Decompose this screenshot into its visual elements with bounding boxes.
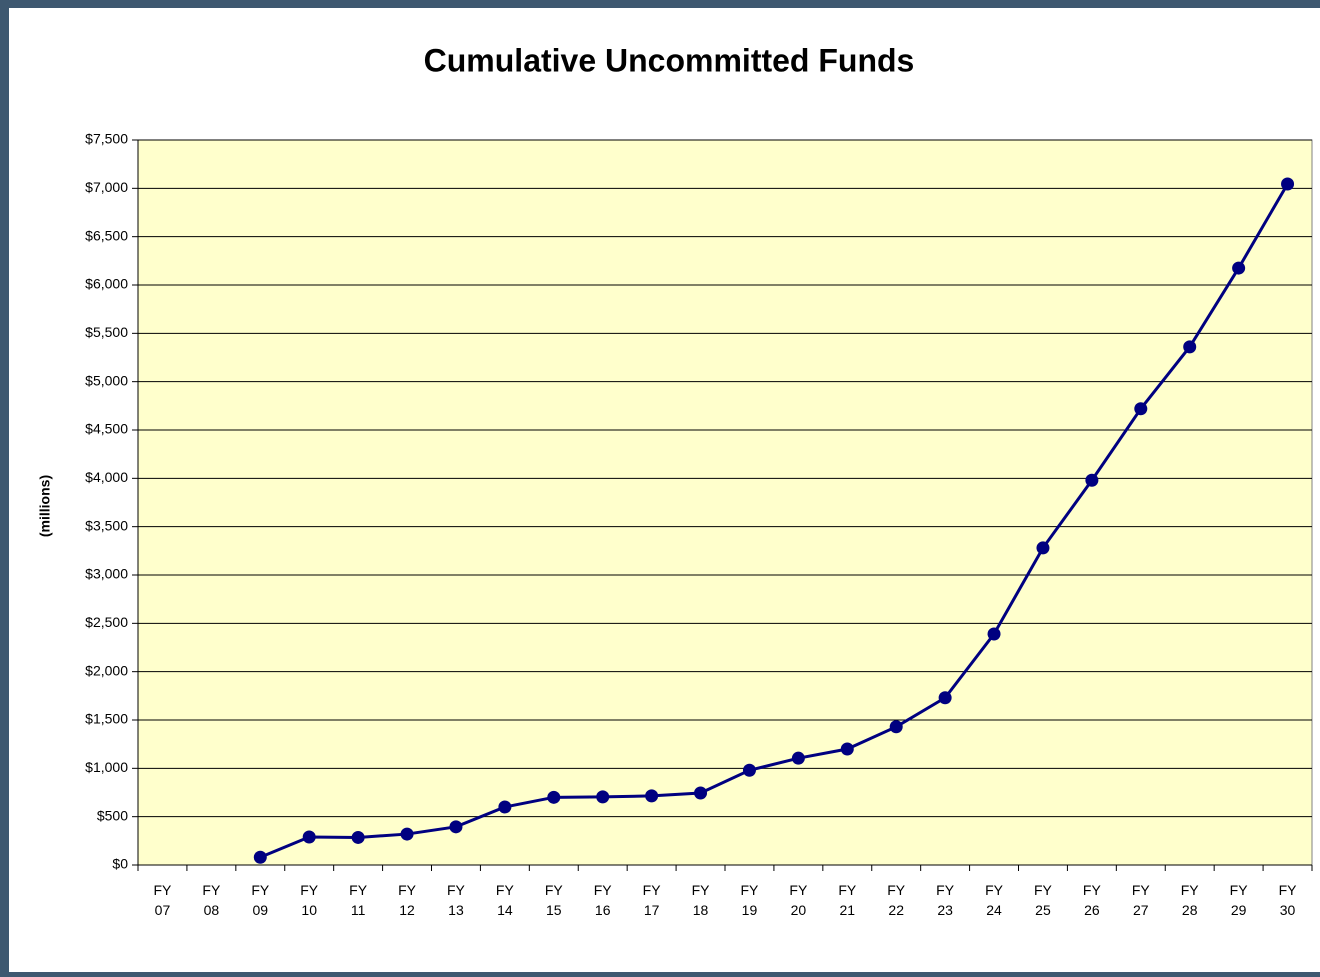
data-point: [1232, 261, 1246, 275]
x-tick-label: FY 27: [1132, 882, 1151, 918]
y-axis-label: (millions): [37, 475, 53, 537]
x-tick-label: FY 14: [496, 882, 515, 918]
data-point: [449, 820, 463, 834]
x-tick-label: FY 30: [1279, 882, 1298, 918]
chart-title: Cumulative Uncommitted Funds: [424, 42, 915, 78]
y-tick-label: $2,000: [85, 662, 128, 678]
data-point: [889, 720, 903, 734]
data-point: [498, 800, 512, 814]
data-point: [694, 786, 708, 800]
x-tick-label: FY 17: [643, 882, 662, 918]
y-tick-label: $3,500: [85, 517, 128, 533]
y-tick-label: $5,500: [85, 324, 128, 340]
x-tick-label: FY 07: [154, 882, 173, 918]
x-tick-label: FY 21: [838, 882, 857, 918]
y-tick-label: $1,000: [85, 759, 128, 775]
data-point: [596, 790, 610, 804]
y-tick-label: $2,500: [85, 614, 128, 630]
data-point: [791, 751, 805, 765]
y-tick-label: $7,000: [85, 179, 128, 195]
x-tick-label: FY 25: [1034, 882, 1053, 918]
x-tick-label: FY 26: [1083, 882, 1102, 918]
data-point: [1036, 541, 1050, 555]
plot-area: [137, 139, 1313, 866]
data-point: [400, 827, 414, 841]
data-point: [302, 830, 316, 844]
x-tick-label: FY 29: [1230, 882, 1249, 918]
chart: Cumulative Uncommitted Funds (millions) …: [37, 42, 1313, 918]
x-tick-label: FY 12: [398, 882, 417, 918]
chart-frame: Cumulative Uncommitted Funds (millions) …: [9, 8, 1320, 972]
x-tick-label: FY 28: [1181, 882, 1200, 918]
data-point: [987, 627, 1001, 641]
y-tick-label: $5,000: [85, 372, 128, 388]
data-point: [351, 830, 365, 844]
x-tick-label: FY 24: [985, 882, 1004, 918]
x-tick-label: FY 16: [594, 882, 613, 918]
x-tick-label: FY 18: [692, 882, 711, 918]
y-tick-label: $1,500: [85, 711, 128, 727]
y-tick-label: $6,000: [85, 276, 128, 292]
data-point: [1134, 402, 1148, 416]
data-point: [1085, 473, 1099, 487]
data-point: [645, 789, 659, 803]
data-point: [1183, 340, 1197, 354]
y-tick-label: $3,000: [85, 566, 128, 582]
x-tick-label: FY 15: [545, 882, 564, 918]
series-line: [259, 183, 1289, 859]
data-point: [938, 691, 952, 705]
data-point: [547, 790, 561, 804]
y-tick-label: $0: [112, 856, 128, 872]
y-tick-label: $4,000: [85, 469, 128, 485]
data-point: [840, 742, 854, 756]
x-tick-label: FY 22: [887, 882, 906, 918]
x-tick-label: FY 09: [251, 882, 270, 918]
x-tick-label: FY 13: [447, 882, 466, 918]
x-tick-label: FY 23: [936, 882, 955, 918]
x-tick-label: FY 08: [202, 882, 221, 918]
y-tick-label: $6,500: [85, 227, 128, 243]
x-tick-label: FY 20: [789, 882, 808, 918]
x-tick-label: FY 10: [300, 882, 319, 918]
y-tick-label: $7,500: [85, 131, 128, 147]
y-tick-label: $4,500: [85, 421, 128, 437]
data-point: [1281, 177, 1295, 191]
y-tick-label: $500: [97, 807, 128, 823]
x-tick-label: FY 19: [741, 882, 760, 918]
data-point: [742, 763, 756, 777]
data-point: [253, 850, 267, 864]
x-tick-label: FY 11: [349, 882, 368, 918]
